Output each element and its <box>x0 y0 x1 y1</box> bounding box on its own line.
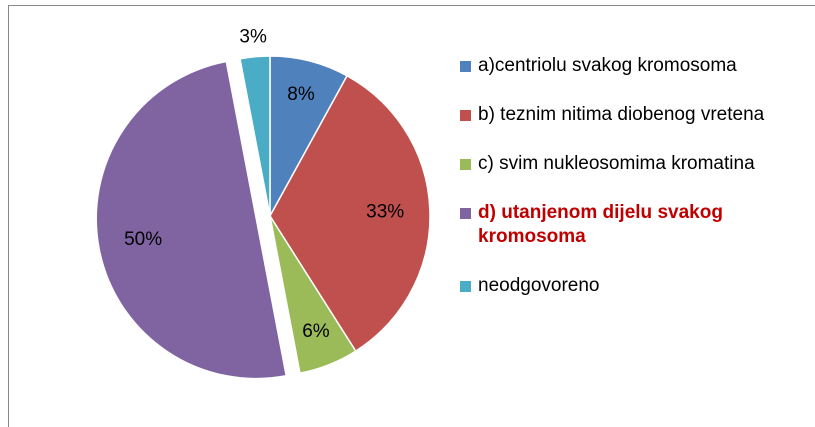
legend-swatch <box>460 61 471 72</box>
chart-frame <box>8 5 815 427</box>
legend-swatch <box>460 110 471 121</box>
legend-item: c) svim nukleosomima kromatina <box>460 152 810 176</box>
pie-slice <box>269 215 357 375</box>
data-label: 50% <box>124 229 162 250</box>
data-label: 8% <box>287 84 315 105</box>
data-label: 6% <box>302 321 330 342</box>
data-label: 33% <box>366 201 404 222</box>
pie-slice <box>95 60 288 380</box>
legend-item: a)centriolu svakog kromosoma <box>460 54 810 78</box>
legend-item: b) teznim nitima diobenog vretena <box>460 103 810 127</box>
pie-slice <box>239 55 271 217</box>
legend-swatch <box>460 208 471 219</box>
legend-item: neodgovoreno <box>460 274 810 298</box>
legend-label: a)centriolu svakog kromosoma <box>478 55 737 76</box>
legend: a)centriolu svakog kromosoma b) teznim ni… <box>460 54 810 323</box>
legend-label: b) teznim nitima diobenog vretena <box>478 104 765 125</box>
legend-label: neodgovoreno <box>478 275 600 296</box>
legend-swatch <box>460 281 471 292</box>
data-label: 3% <box>239 27 267 48</box>
legend-item: d) utanjenom dijelu svakog kromosoma <box>460 201 810 249</box>
pie-slice <box>269 74 431 353</box>
legend-label: c) svim nukleosomima kromatina <box>478 153 755 174</box>
legend-label: d) utanjenom dijelu svakog kromosoma <box>478 202 723 247</box>
legend-swatch <box>460 159 471 170</box>
